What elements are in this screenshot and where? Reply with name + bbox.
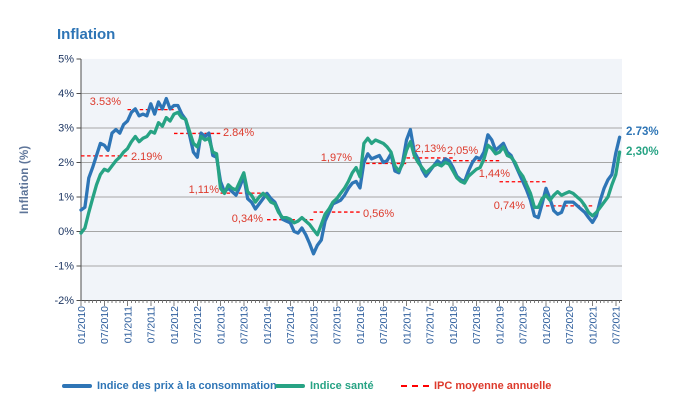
x-tick-label: 07/2010 [99, 306, 111, 344]
legend: Indice des prix à la consommation Indice… [0, 379, 699, 393]
y-tick-label: 4% [58, 88, 74, 100]
chart-title: Inflation [57, 26, 116, 43]
legend-swatch-sante-line-icon [275, 384, 305, 388]
x-tick-label: 07/2018 [471, 306, 483, 344]
x-tick-label: 01/2011 [122, 306, 134, 343]
annual-average-label: 1,97% [321, 152, 352, 164]
x-tick-label: 07/2017 [425, 306, 437, 344]
x-tick-label: 01/2013 [215, 306, 227, 344]
x-tick-label: 01/2014 [262, 306, 274, 344]
legend-label-ipc: Indice des prix à la consommation [97, 380, 277, 392]
plot-area [81, 58, 622, 301]
legend-item-ipc-moyenne: IPC moyenne annuelle [401, 379, 551, 393]
x-tick-label: 01/2021 [587, 306, 599, 344]
x-tick-label: 07/2011 [146, 306, 158, 343]
series-end-label: 2.73% [626, 126, 659, 138]
x-tick-label: 01/2020 [541, 306, 553, 344]
x-tick-label: 07/2013 [239, 306, 251, 344]
x-tick-label: 07/2016 [378, 306, 390, 344]
legend-swatch-dashed-line-icon [401, 385, 429, 387]
legend-label-ipc-moyenne: IPC moyenne annuelle [434, 380, 552, 392]
annual-average-label: 2,13% [415, 143, 446, 155]
x-tick-label: 07/2014 [285, 306, 297, 344]
y-tick-label: -2% [54, 295, 74, 307]
x-tick-label: 07/2020 [564, 306, 576, 344]
annual-average-label: 2.84% [223, 127, 254, 139]
annual-average-label: 3.53% [90, 96, 121, 108]
annual-average-label: 0,74% [494, 200, 525, 212]
y-tick-label: 2% [58, 157, 74, 169]
x-tick-label: 07/2012 [192, 306, 204, 344]
x-tick-label: 07/2019 [518, 306, 530, 344]
x-tick-label: 07/2021 [611, 306, 623, 344]
legend-swatch-ipc-line-icon [62, 384, 92, 388]
y-tick-label: 1% [58, 192, 74, 204]
annual-average-label: 2,05% [447, 145, 478, 157]
y-tick-label: 0% [58, 226, 74, 238]
series-end-label: 2,30% [626, 146, 659, 158]
legend-item-sante: Indice santé [275, 379, 374, 393]
legend-label-sante: Indice santé [310, 380, 374, 392]
annual-average-label: 2.19% [131, 151, 162, 163]
series-ipc-line [79, 96, 622, 256]
y-tick-label: 5% [58, 54, 74, 66]
series-sante-line [79, 110, 622, 237]
annual-average-label: 1,44% [479, 168, 510, 180]
legend-item-ipc: Indice des prix à la consommation [62, 379, 277, 393]
x-tick-label: 07/2015 [332, 306, 344, 344]
x-tick-label: 01/2017 [401, 306, 413, 344]
x-tick-label: 01/2010 [76, 306, 88, 344]
annual-average-label: 0,34% [232, 213, 263, 225]
x-tick-label: 01/2012 [169, 306, 181, 344]
annual-average-label: 1,11% [189, 184, 220, 196]
x-tick-label: 01/2016 [355, 306, 367, 344]
x-tick-label: 01/2019 [494, 306, 506, 344]
y-tick-label: -1% [54, 261, 74, 273]
y-tick-label: 3% [58, 123, 74, 135]
x-tick-label: 01/2015 [308, 306, 320, 344]
annual-average-label: 0,56% [363, 208, 394, 220]
x-tick-label: 01/2018 [448, 306, 460, 344]
